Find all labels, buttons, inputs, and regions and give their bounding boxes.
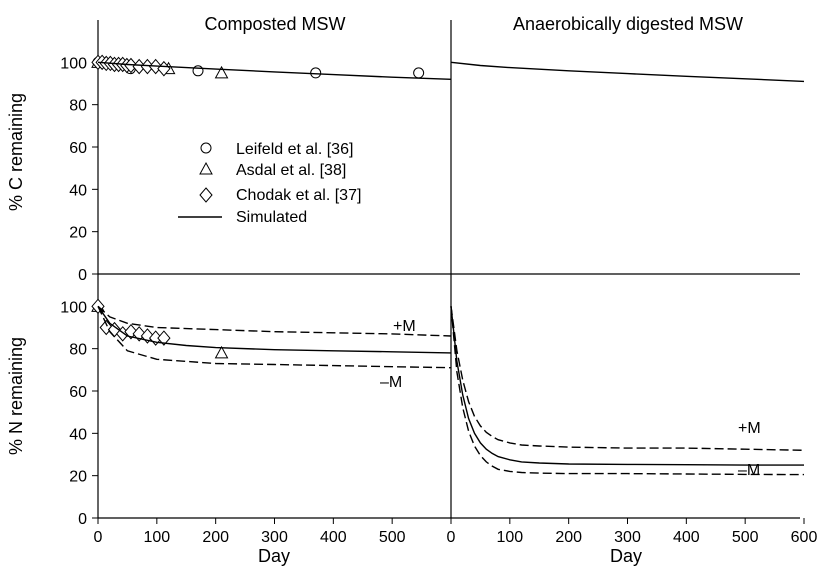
legend: Leifeld et al. [36] Asdal et al. [38] Ch… xyxy=(178,141,361,226)
y-tick-label: 0 xyxy=(78,267,87,284)
y-tick-label: 40 xyxy=(69,426,87,443)
data-marks xyxy=(91,54,805,476)
data-point-chodak-et-al-37 xyxy=(124,57,138,74)
x-tick-label: 200 xyxy=(202,529,229,546)
y-tick-label: 20 xyxy=(69,225,87,242)
series-line-m-bottom-left xyxy=(97,305,452,337)
x-tick-label: 400 xyxy=(673,529,700,546)
data-point-leifeld-et-al-36 xyxy=(310,67,322,79)
x-tick-label: 400 xyxy=(320,529,347,546)
y-tick-label: 100 xyxy=(60,55,87,72)
annotation-minus-m-right: –M xyxy=(738,462,760,479)
data-point-asdal-et-al-38 xyxy=(214,65,229,79)
y-tick-label: 40 xyxy=(69,182,87,199)
y-tick-label: 100 xyxy=(60,299,87,316)
x-tick-label: 500 xyxy=(379,529,406,546)
legend-diamond-marker xyxy=(199,187,213,203)
legend-label-asdal: Asdal et al. [38] xyxy=(236,162,346,179)
title-composted: Composted MSW xyxy=(204,14,345,34)
xlabel-right: Day xyxy=(610,546,642,566)
x-tick-label: 100 xyxy=(496,529,523,546)
x-tick-label: 300 xyxy=(261,529,288,546)
legend-label-chodak: Chodak et al. [37] xyxy=(236,187,361,204)
annotation-minus-m-left: –M xyxy=(380,374,402,391)
series-line-simulated-bottom-left xyxy=(97,305,452,354)
series-line-simulated-top-left xyxy=(97,61,452,80)
legend-triangle-marker xyxy=(199,161,213,175)
x-tick-label: 100 xyxy=(143,529,170,546)
ylabel-c: % C remaining xyxy=(6,93,26,211)
annotation-plus-m-left: +M xyxy=(393,318,416,335)
y-tick-label: 0 xyxy=(78,511,87,528)
data-point-asdal-et-al-38 xyxy=(214,345,229,359)
title-anaerobic: Anaerobically digested MSW xyxy=(513,14,743,34)
y-tick-label: 20 xyxy=(69,469,87,486)
annotation-plus-m-right: +M xyxy=(738,420,761,437)
x-tick-label: 500 xyxy=(732,529,759,546)
x-tick-label: 600 xyxy=(791,529,818,546)
ylabel-n: % N remaining xyxy=(6,337,26,455)
legend-circle-marker xyxy=(200,142,212,154)
y-tick-label: 60 xyxy=(69,384,87,401)
series-line-m-bottom-right xyxy=(450,306,805,476)
legend-label-simulated: Simulated xyxy=(236,209,307,226)
legend-label-leifeld: Leifeld et al. [36] xyxy=(236,141,353,158)
data-point-leifeld-et-al-36 xyxy=(413,67,425,79)
data-point-leifeld-et-al-36 xyxy=(192,65,204,77)
y-tick-label: 80 xyxy=(69,342,87,359)
series-line-m-bottom-left xyxy=(97,306,452,369)
series-line-m-bottom-right xyxy=(450,306,805,451)
series-line-simulated-bottom-right xyxy=(450,306,804,466)
y-tick-label: 80 xyxy=(69,98,87,115)
x-tick-label: 200 xyxy=(555,529,582,546)
x-tick-label: 300 xyxy=(614,529,641,546)
data-point-chodak-et-al-37 xyxy=(157,330,171,346)
x-tick-label: 0 xyxy=(94,529,103,546)
y-tick-label: 60 xyxy=(69,140,87,157)
xlabel-left: Day xyxy=(258,546,290,566)
series-line-simulated-top-right xyxy=(450,61,805,83)
tick-group: 0 20 40 60 80 100 0 20 40 60 80 100 0 100 200 300 400 500… xyxy=(60,55,817,546)
x-tick-label: 0 xyxy=(447,529,456,546)
